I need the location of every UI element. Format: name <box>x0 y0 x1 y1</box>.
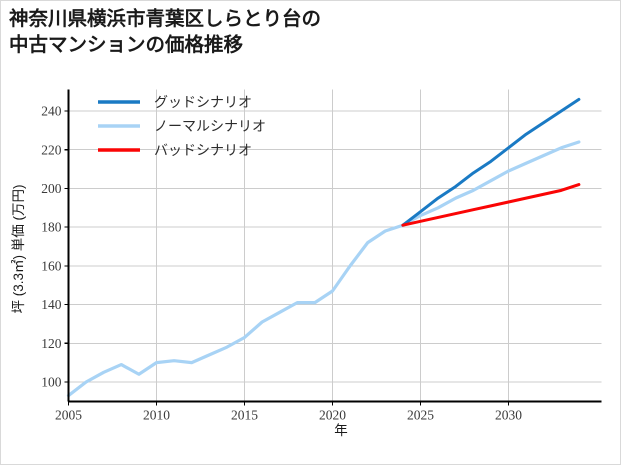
x-tick-label: 2005 <box>55 408 82 423</box>
x-tick-label: 2010 <box>143 408 170 423</box>
x-tick-label: 2025 <box>407 408 434 423</box>
y-tick-label: 220 <box>41 142 62 157</box>
legend-label-bad: バッドシナリオ <box>154 144 252 159</box>
x-tick-label: 2030 <box>495 408 522 423</box>
chart-title: 神奈川県横浜市青葉区しらとり台の 中古マンションの価格推移 <box>9 8 322 56</box>
y-axis-ticks: 100 120 140 160 180 200 220 240 <box>41 104 69 390</box>
axis-spines <box>67 89 602 403</box>
y-axis-title: 坪 (3.3㎡) 単価 (万円) <box>11 184 26 313</box>
gridlines <box>68 89 602 402</box>
y-tick-label: 180 <box>41 220 62 235</box>
series-line-good <box>401 97 581 227</box>
x-tick-label: 2015 <box>231 408 258 423</box>
legend-label-normal: ノーマルシナリオ <box>154 120 266 135</box>
y-axis-title-text: 坪 (3.3㎡) 単価 (万円) <box>11 184 26 313</box>
y-tick-label: 200 <box>41 181 62 196</box>
y-tick-label: 120 <box>41 336 62 351</box>
y-tick-label: 100 <box>41 375 62 390</box>
y-tick-label: 240 <box>41 104 62 119</box>
legend-label-good: グッドシナリオ <box>154 95 252 111</box>
y-tick-label: 140 <box>41 297 62 312</box>
x-axis-title: 年 <box>334 423 348 438</box>
data-series-group <box>66 97 581 398</box>
x-tick-label: 2020 <box>319 408 346 423</box>
x-axis-ticks: 2005 2010 2015 2020 2025 2030 <box>55 401 522 423</box>
series-line-bad <box>401 183 581 227</box>
series-line-normal <box>66 140 581 398</box>
y-tick-label: 160 <box>41 258 62 273</box>
